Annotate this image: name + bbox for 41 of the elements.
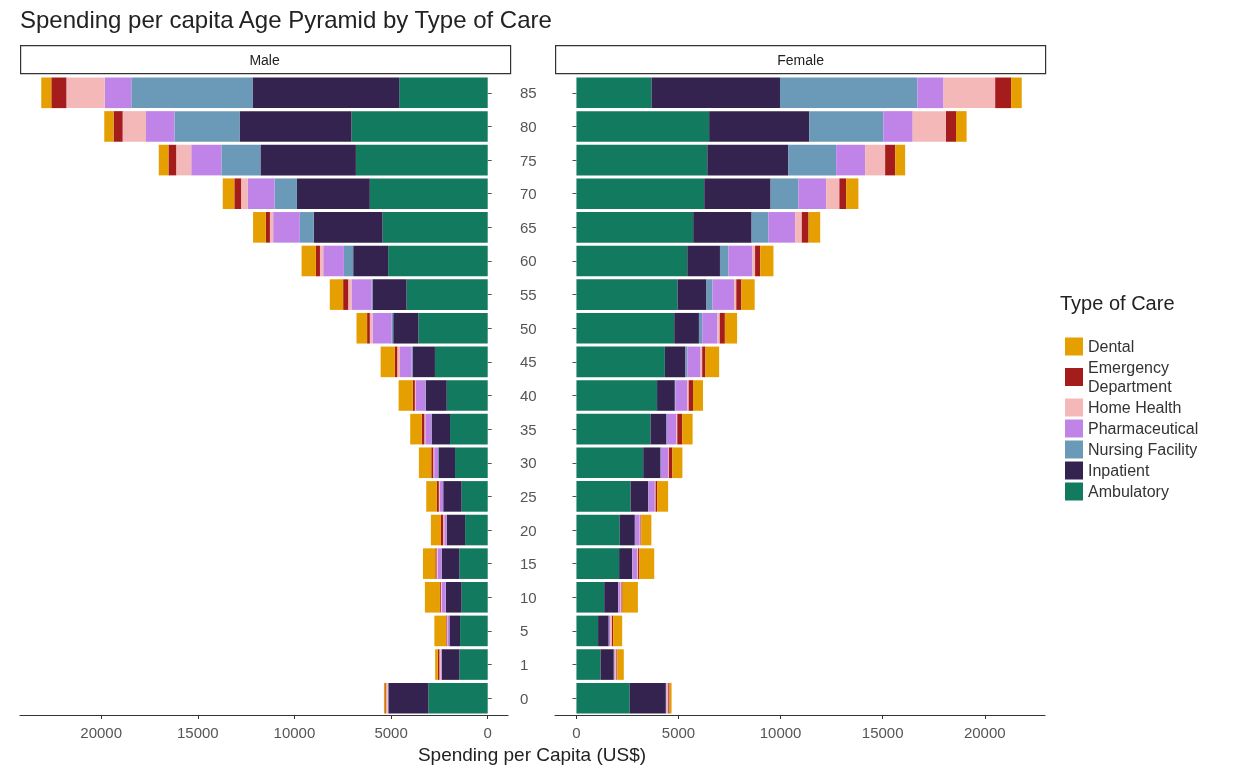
legend-label: Nursing Facility [1088,441,1198,458]
x-tick-label: 10000 [759,724,802,741]
y-tick-label: 10 [520,588,537,606]
y-tick-label: 60 [520,252,537,270]
x-tick-label: 20000 [963,724,1006,741]
x-tick-label: 15000 [861,724,904,741]
x-tick-label: 5000 [374,724,408,741]
chart-subtitle: Female [777,51,825,68]
y-tick-label: 65 [520,218,537,236]
y-tick-label: 50 [520,319,537,337]
y-tick-label: 35 [520,420,537,438]
x-tick-label: 10000 [273,724,316,741]
y-tick-label: 70 [520,185,537,203]
x-axis-title: Spending per Capita (US$) [416,744,648,766]
legend-title: Type of Care [1060,292,1175,314]
chart-subtitle: Male [249,51,280,68]
y-tick-label: 0 [520,689,529,707]
legend-label: Pharmaceutical [1088,420,1199,437]
legend-label: Ambulatory [1088,483,1169,500]
y-tick-label: 80 [520,117,537,135]
x-tick-label: 15000 [176,724,219,741]
y-tick-label: 40 [520,387,537,404]
legend-label: Emergency Department [1088,359,1174,395]
y-tick-label: 25 [520,487,537,505]
y-tick-label: 15 [520,555,537,573]
y-tick-label: 75 [520,151,537,169]
y-tick-label: 30 [520,454,537,472]
y-tick-label: 5 [520,622,529,640]
x-tick-label: 20000 [80,724,123,741]
y-tick-label: 20 [520,521,537,539]
chart-title: Spending per capita Age Pyramid by Type of Care [20,6,552,34]
legend-label: Inpatient [1088,462,1150,479]
y-tick-label: 45 [520,353,537,371]
y-tick-label: 55 [520,286,537,304]
legend-label: Dental [1088,338,1135,355]
x-tick-label: 0 [483,724,492,741]
y-tick-label: 85 [520,84,537,102]
x-tick-label: 0 [572,724,581,741]
legend-label: Home Health [1088,399,1182,416]
y-tick-label: 1 [520,656,529,674]
x-tick-label: 5000 [661,724,696,741]
